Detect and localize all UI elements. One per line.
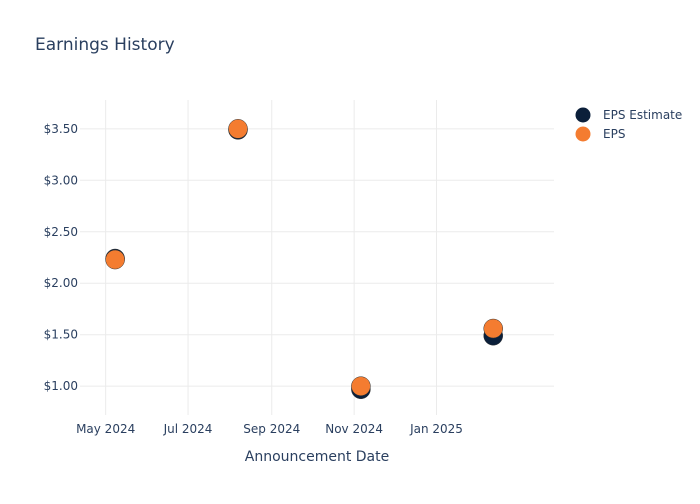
y-tick-label: $3.00 [44, 173, 78, 187]
eps-point [228, 119, 248, 139]
x-tick-label: Sep 2024 [243, 422, 300, 436]
legend-marker [575, 107, 591, 123]
x-tick-label: May 2024 [76, 422, 135, 436]
data-points [105, 119, 503, 400]
y-tick-label: $2.00 [44, 276, 78, 290]
legend[interactable]: EPS Estimate EPS [575, 107, 683, 142]
chart-title: Earnings History [35, 35, 175, 55]
x-tick-label: Jul 2024 [163, 422, 213, 436]
y-tick-label: $1.50 [44, 328, 78, 342]
x-tick-label: Nov 2024 [325, 422, 383, 436]
y-tick-label: $3.50 [44, 122, 78, 136]
x-tick-label: Jan 2025 [409, 422, 463, 436]
y-axis-ticks: $1.00 $1.50 $2.00 $2.50 $3.00 $3.50 [44, 122, 78, 393]
legend-label: EPS Estimate [603, 108, 682, 122]
eps-point [105, 249, 125, 270]
legend-item-eps[interactable]: EPS [575, 126, 626, 142]
x-axis-label: Announcement Date [245, 449, 389, 465]
legend-item-eps-estimate[interactable]: EPS Estimate [575, 107, 683, 123]
x-axis-ticks: May 2024 Jul 2024 Sep 2024 Nov 2024 Jan 2025 [76, 422, 463, 436]
legend-marker [575, 126, 591, 142]
grid-lines [80, 100, 554, 415]
eps-point [351, 376, 371, 396]
legend-label: EPS [603, 127, 625, 141]
eps-point [483, 318, 503, 339]
y-tick-label: $1.00 [44, 379, 78, 393]
y-tick-label: $2.50 [44, 225, 78, 239]
